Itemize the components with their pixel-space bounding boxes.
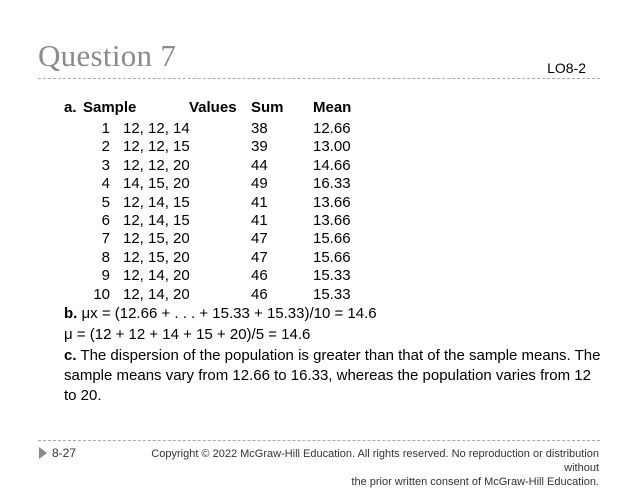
table-row: 1 12, 12, 14 38 12.66 — [0, 120, 638, 140]
sample-values: 12, 14, 20 — [123, 267, 190, 285]
table-row: 4 14, 15, 20 49 16.33 — [0, 175, 638, 195]
title-divider — [38, 78, 600, 79]
part-b-line1: b. μx = (12.66 + . . . + 15.33 + 15.33)/… — [64, 305, 377, 322]
sample-mean-formula: μx = (12.66 + . . . + 15.33 + 15.33)/10 … — [81, 305, 377, 322]
sample-sum: 49 — [251, 175, 268, 193]
sample-number: 4 — [101, 175, 110, 193]
sample-sum: 41 — [251, 193, 268, 211]
col-header-sample: Sample — [83, 99, 137, 116]
sample-number: 5 — [101, 193, 110, 211]
table-row: 8 12, 15, 20 47 15.66 — [0, 249, 638, 269]
sample-number: 3 — [101, 156, 110, 174]
part-c-paragraph: c. The dispersion of the population is g… — [64, 346, 604, 406]
page-number: 8-27 — [52, 446, 77, 460]
copyright-notice: Copyright © 2022 McGraw-Hill Education. … — [129, 447, 599, 489]
sample-number: 10 — [93, 285, 110, 303]
sample-values: 12, 12, 14 — [123, 120, 190, 137]
sample-mean: 15.66 — [313, 248, 351, 266]
sample-values: 12, 14, 20 — [123, 285, 190, 303]
part-c-label: c. — [64, 347, 77, 364]
part-c-text: The dispersion of the population is grea… — [64, 347, 601, 404]
table-row: 7 12, 15, 20 47 15.66 — [0, 230, 638, 250]
sample-sum: 38 — [251, 120, 268, 137]
sample-sum: 39 — [251, 138, 268, 156]
table-row: 2 12, 12, 15 39 13.00 — [0, 138, 638, 158]
sample-values: 14, 15, 20 — [123, 175, 190, 193]
table-row: 10 12, 14, 20 46 15.33 — [0, 286, 638, 306]
footer-divider — [38, 440, 600, 441]
part-b-label: b. — [64, 305, 78, 322]
sample-sum: 47 — [251, 230, 268, 248]
sample-mean: 15.33 — [313, 285, 351, 303]
sample-mean: 12.66 — [313, 120, 351, 137]
population-mean-formula: μ = (12 + 12 + 14 + 15 + 20)/5 = 14.6 — [64, 326, 311, 343]
part-a-label: a. — [64, 99, 77, 116]
sample-mean: 15.66 — [313, 230, 351, 248]
col-header-mean: Mean — [313, 99, 352, 116]
slide-title: Question 7 — [38, 38, 177, 73]
sample-mean: 13.66 — [313, 193, 351, 211]
sample-number: 6 — [101, 212, 110, 229]
table-row: 5 12, 14, 15 41 13.66 — [0, 194, 638, 214]
learning-objective-tag: LO8-2 — [547, 60, 586, 76]
copyright-line-2: the prior written consent of McGraw-Hill… — [351, 476, 599, 488]
sample-mean: 14.66 — [313, 156, 351, 174]
sample-sum: 44 — [251, 156, 268, 174]
sample-mean: 13.66 — [313, 212, 351, 229]
table-row: 3 12, 12, 20 44 14.66 — [0, 157, 638, 177]
table-row: 9 12, 14, 20 46 15.33 — [0, 267, 638, 287]
sample-number: 8 — [101, 248, 110, 266]
sample-sum: 46 — [251, 285, 268, 303]
col-header-values: Values — [189, 99, 237, 116]
sample-mean: 15.33 — [313, 267, 351, 285]
sample-values: 12, 15, 20 — [123, 248, 190, 266]
col-header-sum: Sum — [251, 99, 284, 116]
sample-number: 2 — [101, 138, 110, 156]
sample-number: 1 — [101, 120, 110, 137]
sample-number: 9 — [101, 267, 110, 285]
sample-values: 12, 12, 15 — [123, 138, 190, 156]
sample-values: 12, 14, 15 — [123, 193, 190, 211]
sample-values: 12, 14, 15 — [123, 212, 190, 229]
sample-sum: 47 — [251, 248, 268, 266]
sample-mean: 16.33 — [313, 175, 351, 193]
sample-values: 12, 15, 20 — [123, 230, 190, 248]
triangle-bullet-icon — [39, 447, 47, 459]
table-row: 6 12, 14, 15 41 13.66 — [0, 212, 638, 232]
sample-sum: 41 — [251, 212, 268, 229]
sample-sum: 46 — [251, 267, 268, 285]
sample-number: 7 — [101, 230, 110, 248]
copyright-line-1: Copyright © 2022 McGraw-Hill Education. … — [151, 448, 599, 474]
sample-values: 12, 12, 20 — [123, 156, 190, 174]
sample-mean: 13.00 — [313, 138, 351, 156]
